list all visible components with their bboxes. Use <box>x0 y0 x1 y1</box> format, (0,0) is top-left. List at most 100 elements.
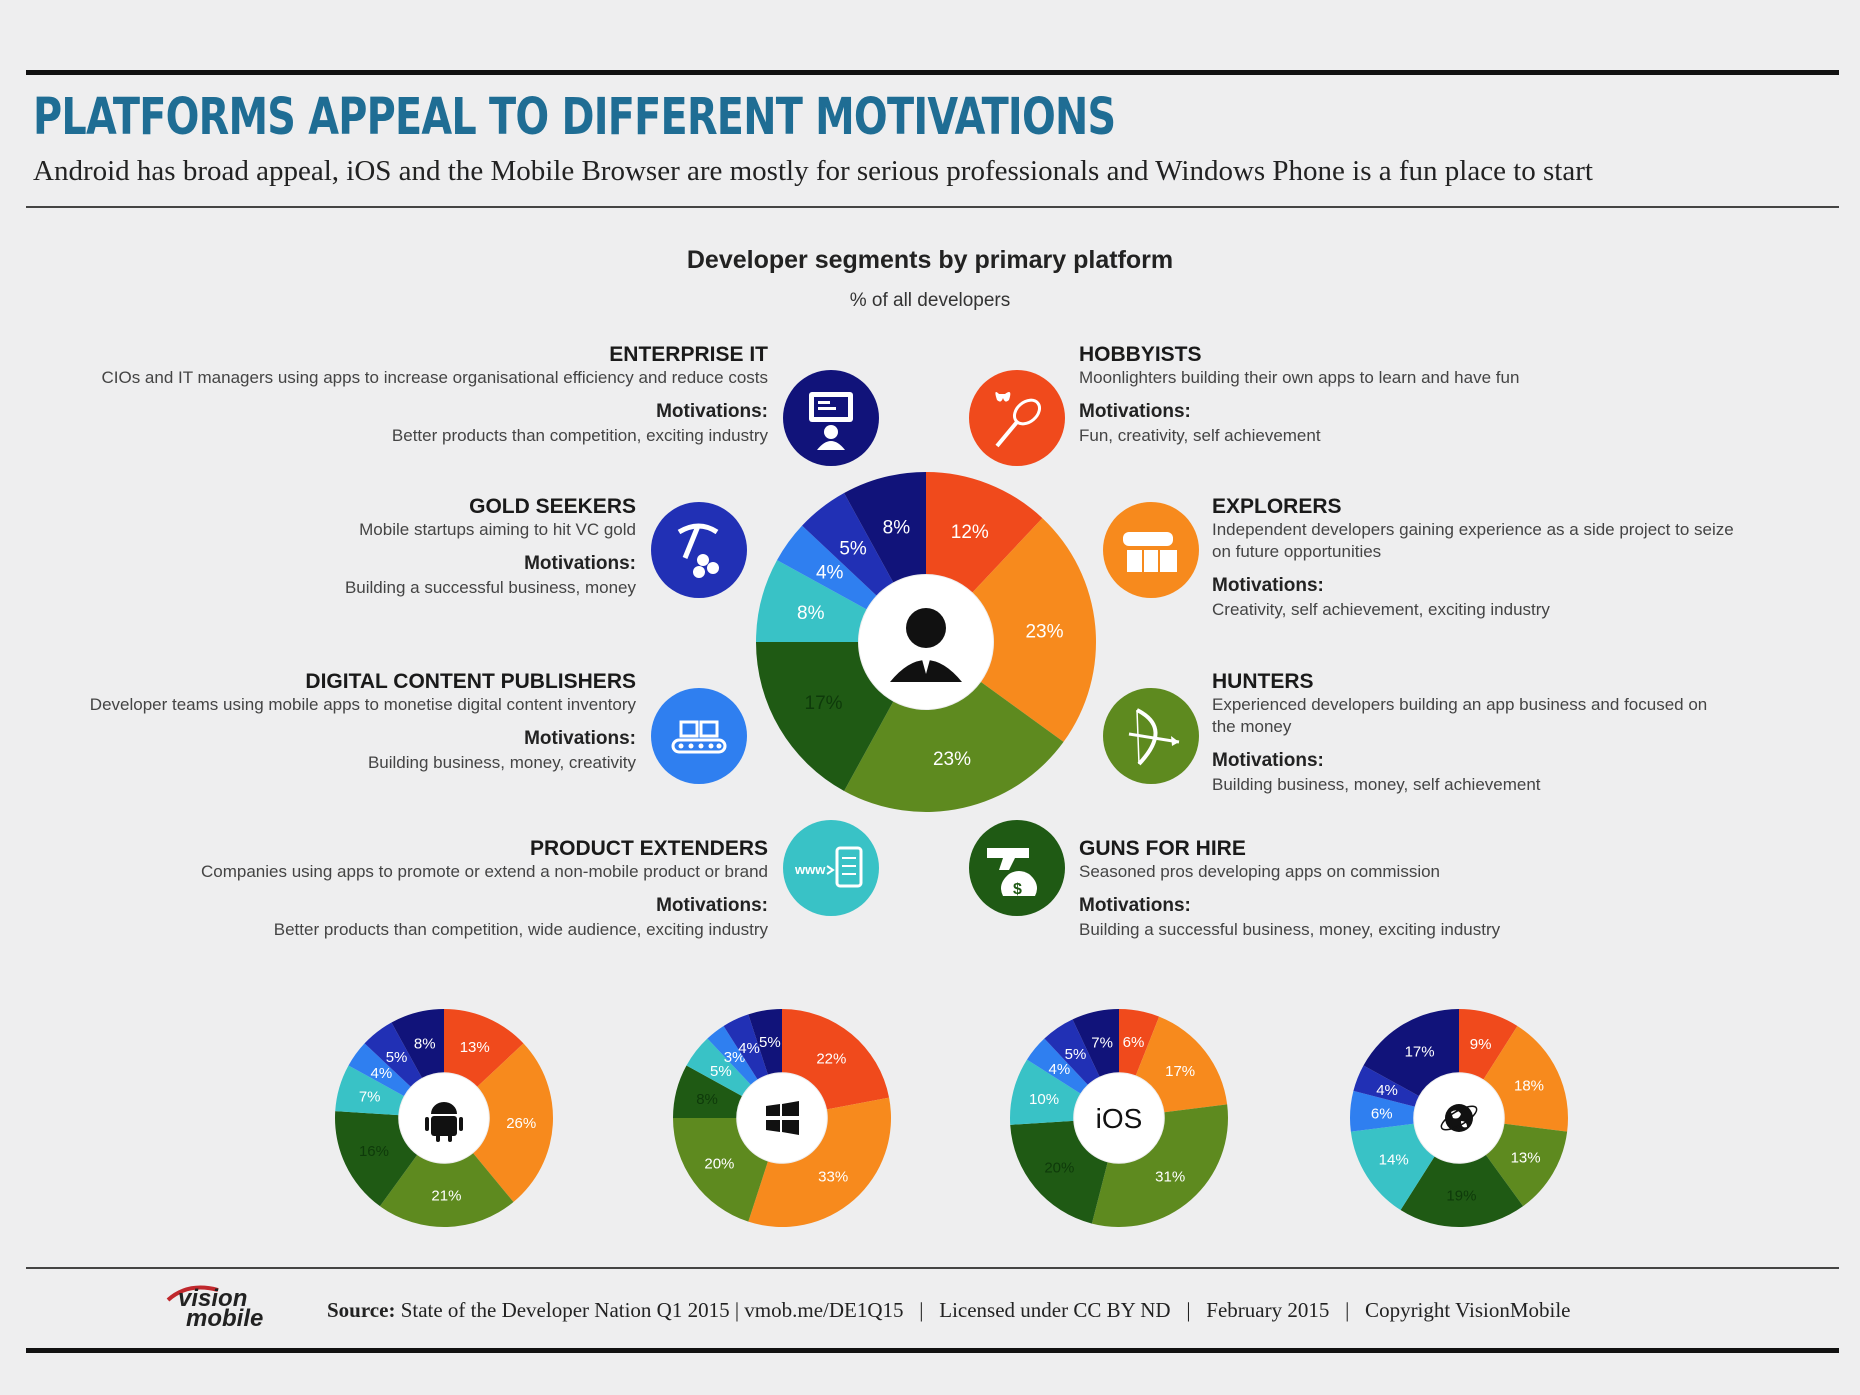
slice-explorers <box>473 1043 553 1202</box>
slice-hobbyists <box>782 1009 890 1110</box>
slice-label-digital-content-publishers: 4% <box>1049 1061 1071 1078</box>
segment-description-line-1: Experienced developers building an app b… <box>1212 695 1708 714</box>
slice-label-explorers: 26% <box>506 1115 536 1132</box>
slice-label-guns-for-hire: 17% <box>805 693 843 714</box>
segment-description-line-2: on future opportunities <box>1212 542 1382 561</box>
motivations-text: Better products than competition, exciti… <box>391 426 768 445</box>
segment-name: EXPLORERS <box>1212 495 1342 518</box>
web-donut-chart: 9% 18% 13% 19% 14% 6% 4% 17% <box>1350 1009 1568 1227</box>
segment-description: Developer teams using mobile apps to mon… <box>89 695 636 714</box>
slice-digital-content-publishers <box>777 525 877 610</box>
donut-center <box>1074 1073 1164 1163</box>
svg-text:www: www <box>794 862 826 877</box>
slice-label-guns-for-hire: 19% <box>1446 1188 1476 1205</box>
slice-digital-content-publishers <box>707 1025 758 1085</box>
slice-hobbyists <box>926 472 1043 593</box>
motivations-label: Motivations: <box>656 401 768 422</box>
segment-hunters: HUNTERS Experienced developers building … <box>1212 669 1860 797</box>
donut-center <box>737 1073 827 1163</box>
slice-label-guns-for-hire: 16% <box>359 1143 389 1160</box>
segment-hobbyists: HOBBYISTS Moonlighters building their ow… <box>1079 342 1839 448</box>
slice-product-extenders <box>1010 1059 1081 1125</box>
slice-hobbyists <box>1119 1009 1160 1076</box>
segment-digital-content-publishers: DIGITAL CONTENT PUBLISHERS Developer tea… <box>0 669 636 775</box>
butterfly-net-icon <box>969 370 1065 466</box>
logo-text-mobile: mobile <box>186 1305 263 1330</box>
segment-product-extenders: PRODUCT EXTENDERS Companies using apps t… <box>8 836 768 942</box>
slice-label-hobbyists: 12% <box>951 522 989 543</box>
slice-guns-for-hire <box>673 1065 742 1118</box>
slice-gold-seekers <box>723 1014 768 1080</box>
slice-label-hobbyists: 6% <box>1123 1034 1145 1051</box>
slice-label-gold-seekers: 4% <box>1376 1082 1398 1099</box>
slice-label-product-extenders: 5% <box>710 1063 732 1080</box>
slice-enterprise-it <box>1363 1009 1459 1096</box>
slice-label-hunters: 31% <box>1155 1168 1185 1185</box>
slice-label-product-extenders: 14% <box>1379 1152 1409 1169</box>
slice-explorers <box>972 518 1096 742</box>
slice-label-hunters: 21% <box>431 1188 461 1205</box>
segment-description-line-1: Independent developers gaining experienc… <box>1212 520 1734 539</box>
slice-label-hobbyists: 9% <box>1470 1036 1492 1053</box>
page-title: PLATFORMS APPEAL TO DIFFERENT MOTIVATION… <box>33 88 1116 147</box>
svg-text:$: $ <box>1013 881 1022 898</box>
presentation-screen-icon <box>783 370 879 466</box>
slice-label-gold-seekers: 5% <box>386 1049 408 1066</box>
slice-label-enterprise-it: 17% <box>1405 1044 1435 1061</box>
footer-source: Source: State of the Developer Nation Q1… <box>327 1298 1571 1323</box>
segment-description: Mobile startups aiming to hit VC gold <box>359 520 636 539</box>
slice-hunters <box>844 681 1064 812</box>
slice-product-extenders <box>335 1065 404 1116</box>
slice-gold-seekers <box>364 1022 422 1087</box>
slice-enterprise-it <box>1072 1009 1119 1077</box>
segment-description-line-2: the money <box>1212 717 1292 736</box>
segment-name: GUNS FOR HIRE <box>1079 837 1246 860</box>
segment-guns-for-hire: GUNS FOR HIRE Seasoned pros developing a… <box>1079 836 1839 942</box>
slice-label-hobbyists: 13% <box>460 1039 490 1056</box>
motivations-text: Building business, money, self achieveme… <box>1212 775 1541 794</box>
globe-browser-icon <box>1440 1104 1478 1132</box>
bottom-rule <box>26 1348 1839 1353</box>
slice-hunters <box>1485 1123 1568 1207</box>
page-subtitle: Android has broad appeal, iOS and the Mo… <box>33 155 1593 187</box>
slice-enterprise-it <box>748 1009 782 1075</box>
segment-description: Seasoned pros developing apps on commiss… <box>1079 862 1441 881</box>
slice-guns-for-hire <box>335 1111 418 1207</box>
slice-label-gold-seekers: 4% <box>738 1040 760 1057</box>
slice-label-product-extenders: 10% <box>1029 1091 1059 1108</box>
slice-label-hunters: 20% <box>704 1156 734 1173</box>
www-device-icon: www <box>783 820 879 916</box>
slice-enterprise-it <box>844 472 926 583</box>
revolver-money-bag-icon: $ <box>969 820 1065 916</box>
motivations-label: Motivations: <box>1079 895 1191 916</box>
ios-donut-chart: 6% 17% 31% 20% 10% 4%5%7% iOS <box>1010 1009 1228 1227</box>
motivations-text: Building a successful business, money <box>344 578 636 597</box>
slice-gold-seekers <box>802 493 894 596</box>
visionmobile-logo: vision mobile <box>166 1285 263 1330</box>
slice-label-hunters: 13% <box>1511 1150 1541 1167</box>
slice-guns-for-hire <box>1400 1155 1524 1227</box>
slice-guns-for-hire <box>756 642 894 791</box>
source-label: Source: <box>327 1298 396 1322</box>
segment-name: ENTERPRISE IT <box>609 343 768 366</box>
segment-name: GOLD SEEKERS <box>469 495 636 518</box>
slice-guns-for-hire <box>1010 1120 1108 1224</box>
motivations-label: Motivations: <box>524 728 636 749</box>
slice-enterprise-it <box>391 1009 444 1078</box>
slice-hobbyists <box>444 1009 524 1087</box>
slice-product-extenders <box>756 560 867 642</box>
slice-label-enterprise-it: 5% <box>759 1034 781 1051</box>
slice-digital-content-publishers <box>1350 1090 1415 1132</box>
slice-label-product-extenders: 7% <box>359 1089 381 1106</box>
motivations-label: Motivations: <box>656 895 768 916</box>
slice-hobbyists <box>1459 1009 1518 1080</box>
slice-explorers <box>1483 1025 1568 1132</box>
motivations-label: Motivations: <box>1079 401 1191 422</box>
slice-label-digital-content-publishers: 3% <box>724 1049 746 1066</box>
footer-top-rule <box>26 1267 1839 1269</box>
slice-explorers <box>748 1097 891 1227</box>
slice-label-explorers: 23% <box>1025 621 1063 642</box>
slice-label-guns-for-hire: 20% <box>1044 1160 1074 1177</box>
binoculars-map-icon <box>1103 502 1199 598</box>
slice-digital-content-publishers <box>1026 1038 1088 1094</box>
